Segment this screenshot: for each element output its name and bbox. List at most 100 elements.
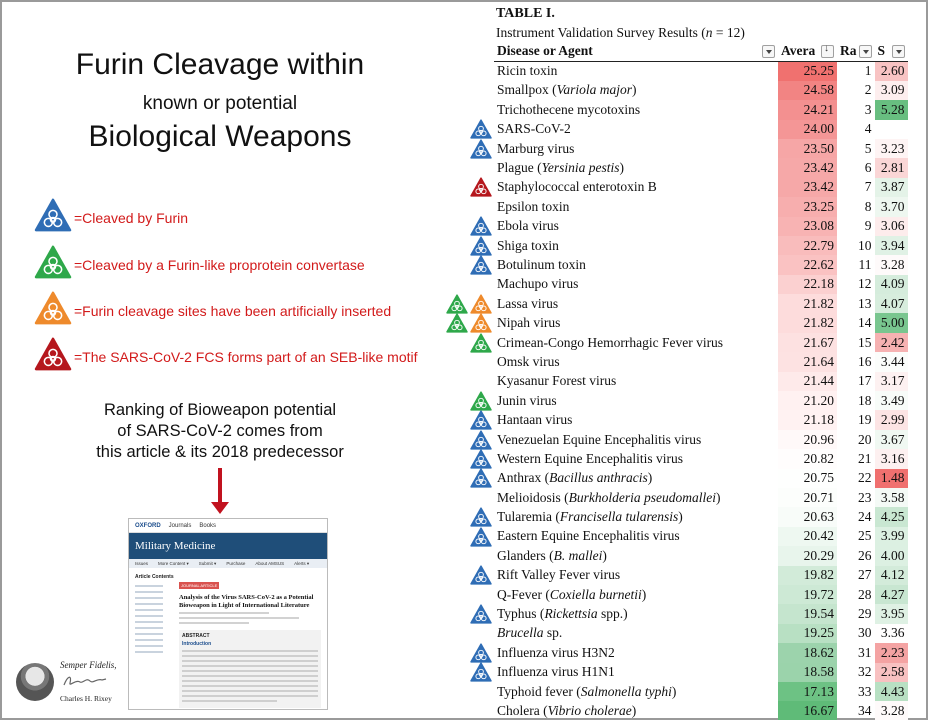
filter-dropdown-icon[interactable]: [762, 44, 775, 58]
biohazard-triangle-blue-icon: [34, 198, 72, 237]
cell-rank: 28: [858, 586, 872, 602]
table-header-row: Disease or Agent Avera Ra S: [494, 42, 908, 62]
cell-average: 22.62: [778, 255, 837, 275]
sort-desc-icon[interactable]: [821, 43, 834, 58]
article-title: Analysis of the Virus SARS-CoV-2 as a Po…: [179, 594, 314, 609]
table-row: Brucella sp. 19.25 30 3.36: [494, 623, 908, 644]
table-row: Western Equine Encephalitis virus 20.82 21…: [494, 449, 908, 469]
cell-average: 16.67: [778, 701, 837, 720]
cell-sd: [874, 119, 908, 139]
cell-sd: 3.28: [874, 255, 908, 275]
legend-label: =Cleaved by Furin: [74, 209, 189, 226]
biohazard-triangle-blue-icon: [470, 643, 492, 663]
table-row: Influenza virus H3N2 18.62 31 2.23: [494, 643, 908, 663]
biohazard-triangle-blue-icon: [470, 604, 492, 624]
signature-scribble-icon: [62, 673, 108, 693]
cell-rank: 7: [864, 179, 872, 195]
table-row: Crimean-Congo Hemorrhagic Fever virus 21.…: [494, 332, 908, 353]
biohazard-triangle-red-icon: [34, 337, 72, 376]
cell-disease-name: Q-Fever (Coxiella burnetii): [497, 586, 647, 602]
table-row: Trichothecene mycotoxins 24.21 3 5.28: [494, 100, 908, 120]
cell-disease-name: Hantaan virus: [497, 412, 573, 428]
biohazard-triangle-green-icon: [34, 245, 72, 284]
cell-rank: 3: [864, 101, 872, 117]
cell-disease-name: Influenza virus H3N2: [497, 644, 615, 660]
cell-disease-name: Shiga toxin: [497, 237, 559, 253]
cell-disease-name: Typhoid fever (Salmonella typhi): [497, 683, 677, 699]
table-row: Epsilon toxin 23.25 8 3.70: [494, 197, 908, 217]
cell-average: 21.64: [778, 352, 837, 372]
cell-disease-name: Tularemia (Francisella tularensis): [497, 509, 683, 525]
cell-average: 20.63: [778, 507, 837, 527]
cell-sd: 3.94: [874, 235, 908, 256]
table-row: Anthrax (Bacillus anthracis) 20.75 22 1.48: [494, 468, 908, 488]
article-abstract: ABSTRACT Introduction: [179, 630, 321, 708]
biohazard-triangle-blue-icon: [470, 138, 492, 159]
table-subtitle: Instrument Validation Survey Results (n …: [496, 25, 745, 40]
cell-disease-name: Trichothecene mycotoxins: [497, 101, 641, 117]
biohazard-triangle-blue-icon: [470, 507, 492, 527]
table-row: Eastern Equine Encephalitis virus 20.42 25…: [494, 526, 908, 547]
table-row: Influenza virus H1N1 18.58 32 2.58: [494, 662, 908, 682]
biohazard-triangle-blue-icon: [470, 468, 492, 489]
cell-average: 22.79: [778, 235, 837, 256]
sidebar-heading: Article Contents: [135, 574, 174, 580]
cell-sd: 5.28: [874, 100, 908, 120]
top-link: Books: [199, 522, 217, 529]
cell-average: 21.67: [778, 332, 837, 353]
legend-item-seb-motif: =The SARS-CoV-2 FCS forms part of an SEB…: [34, 337, 418, 376]
cell-rank: 30: [858, 625, 872, 641]
nav-item: Alerts ▾: [294, 560, 310, 566]
cell-average: 18.62: [778, 643, 837, 663]
table-row: Melioidosis (Burkholderia pseudomallei) 2…: [494, 487, 908, 508]
table-row: Smallpox (Variola major) 24.58 2 3.09: [494, 80, 908, 101]
table-row: Ebola virus 23.08 9 3.06: [494, 216, 908, 236]
cell-sd: 4.27: [874, 584, 908, 605]
article-type-badge: JOURNAL ARTICLE: [179, 582, 220, 589]
cell-sd: 4.09: [874, 274, 908, 295]
nav-item: More Content ▾: [158, 560, 189, 566]
cell-rank: 18: [858, 392, 872, 408]
cell-disease-name: Melioidosis (Burkholderia pseudomallei): [497, 489, 721, 505]
cell-rank: 14: [858, 315, 872, 331]
cell-rank: 5: [864, 140, 872, 156]
cell-sd: 2.99: [874, 410, 908, 430]
cell-average: 19.72: [778, 584, 837, 605]
biohazard-triangle-blue-icon: [470, 255, 492, 275]
table-row: Nipah virus 21.82 14 5.00: [494, 313, 908, 333]
table-row: Rift Valley Fever virus 19.82 27 4.12: [494, 565, 908, 585]
cell-average: 21.44: [778, 371, 837, 392]
table-row: Junin virus 21.20 18 3.49: [494, 391, 908, 411]
filter-dropdown-icon[interactable]: [891, 44, 905, 58]
cell-disease-name: Typhus (Rickettsia spp.): [497, 606, 628, 622]
slide-title: Furin Cleavage within: [75, 48, 365, 81]
cell-average: 20.82: [778, 449, 837, 469]
filter-dropdown-icon[interactable]: [858, 44, 872, 58]
cell-disease-name: Brucella sp.: [497, 625, 563, 641]
cell-average: 20.42: [778, 526, 837, 547]
article-screenshot: OXFORD Journals Books Military Medicine …: [128, 518, 328, 710]
cell-disease-name: Nipah virus: [497, 315, 561, 331]
cell-average: 17.13: [778, 681, 837, 702]
signature-name: Charles H. Rixey: [60, 694, 112, 703]
cell-sd: 4.25: [874, 507, 908, 527]
cell-disease-name: Ricin toxin: [497, 63, 558, 79]
table-row: Typhoid fever (Salmonella typhi) 17.13 33 4…: [494, 681, 908, 702]
cell-rank: 6: [864, 160, 872, 176]
cell-rank: 26: [858, 547, 872, 563]
cell-sd: 4.12: [874, 565, 908, 585]
legend-label: =Furin cleavage sites have been artifici…: [74, 302, 392, 319]
cell-sd: 3.36: [874, 623, 908, 644]
cell-disease-name: Rift Valley Fever virus: [497, 567, 621, 583]
cell-sd: 3.58: [874, 487, 908, 508]
biohazard-triangle-blue-icon: [470, 216, 492, 236]
cell-rank: 24: [858, 509, 872, 525]
cell-rank: 4: [864, 121, 872, 137]
publisher-logo: OXFORD: [135, 522, 161, 529]
cell-rank: 1: [864, 63, 872, 79]
cell-sd: 3.95: [874, 604, 908, 624]
cell-disease-name: Omsk virus: [497, 353, 560, 369]
biohazard-triangle-green-icon: [470, 391, 492, 411]
cell-rank: 27: [858, 567, 872, 583]
cell-sd: 2.81: [874, 158, 908, 178]
